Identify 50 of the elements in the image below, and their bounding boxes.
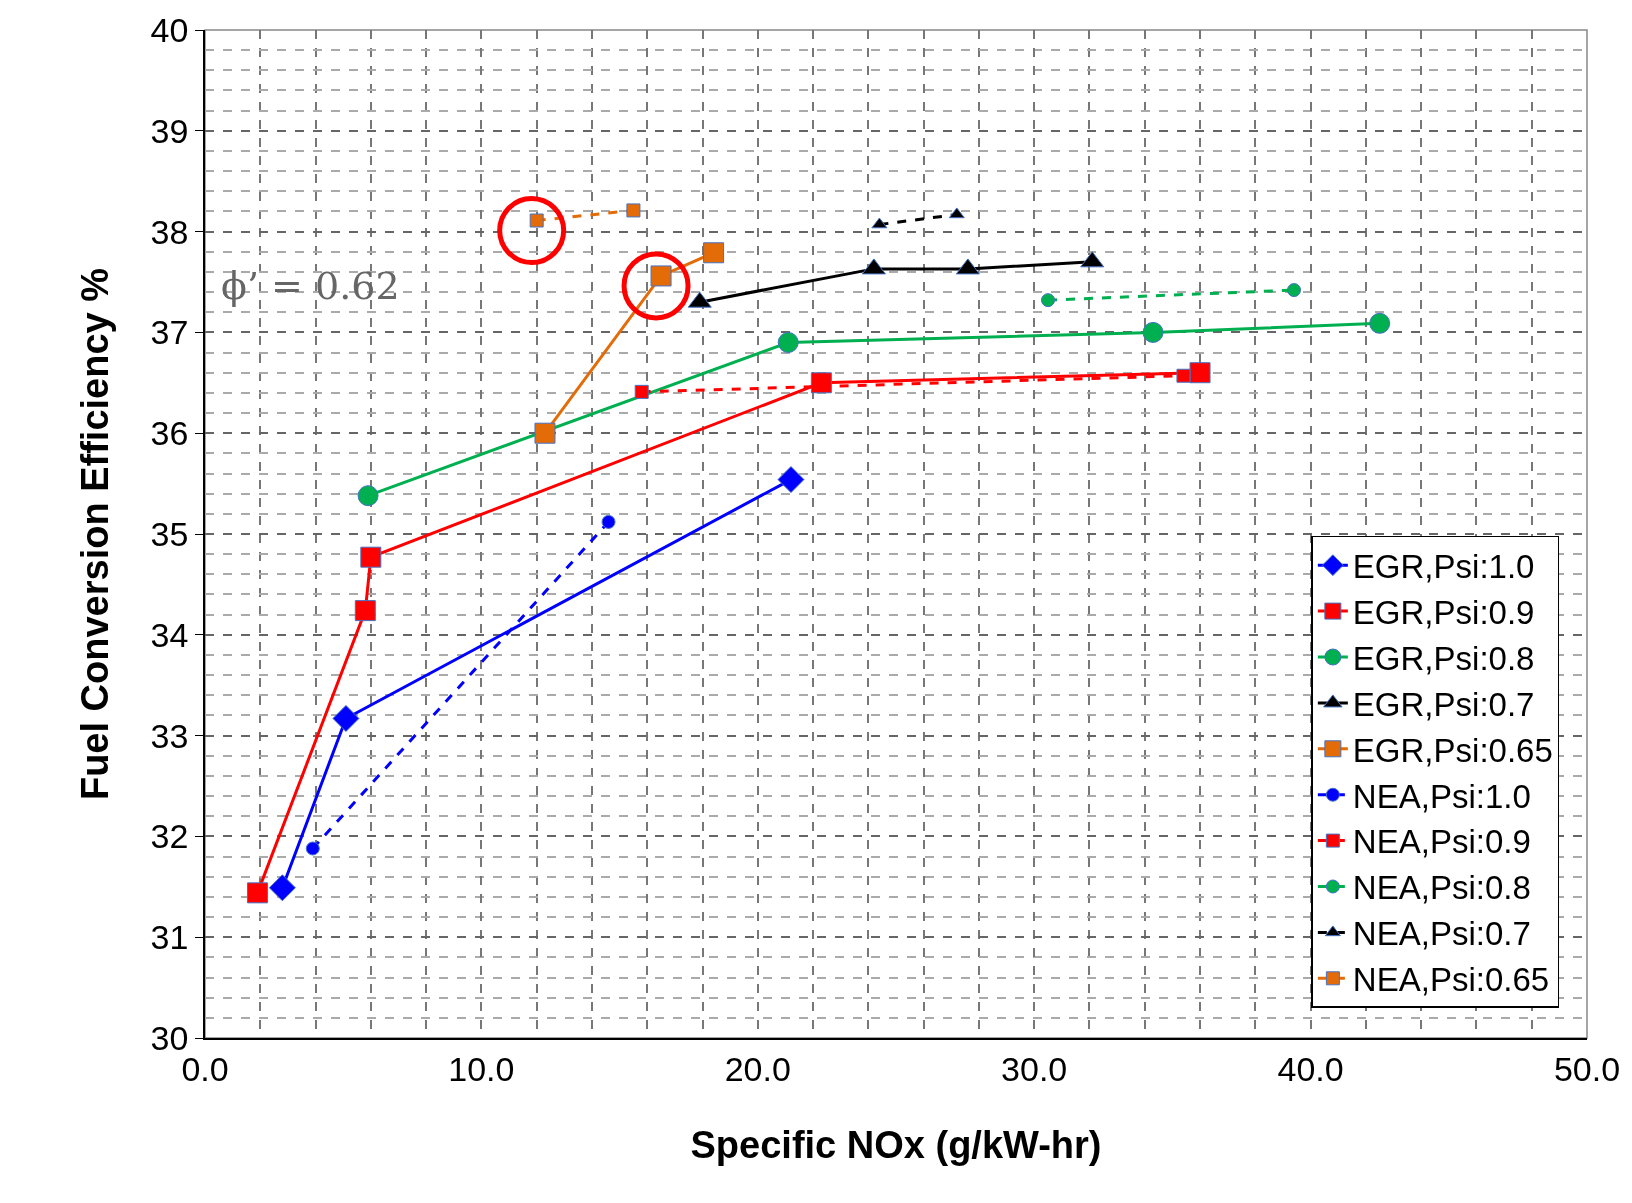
point [332,704,360,732]
x-tick-label: 50.0 [1553,1049,1621,1088]
point [1189,362,1211,384]
y-tick-label: 40 [150,10,189,49]
point [626,203,641,218]
y-tick-label: 32 [150,817,189,856]
y-tick-label: 38 [150,212,189,251]
annotation: ϕ’ = 0.62 [221,264,400,308]
y-tick-label: 35 [150,514,189,553]
point [777,466,805,494]
y-tick-label: 39 [150,111,189,150]
legend-label: EGR,Psi:0.8 [1352,639,1535,677]
legend-label: NEA,Psi:0.9 [1352,823,1531,861]
y-tick-label: 36 [150,414,189,453]
point [1369,312,1391,334]
y-tick-label: 31 [150,918,189,957]
legend-label: EGR,Psi:0.65 [1352,731,1553,769]
point [1176,368,1191,383]
point [357,485,379,507]
point [268,874,296,902]
point [247,882,269,904]
legend-label: NEA,Psi:0.65 [1352,961,1550,999]
point [810,372,832,394]
point [534,422,556,444]
point [601,514,616,529]
y-tick-label: 33 [150,716,189,755]
point [1142,321,1164,343]
legend-label: EGR,Psi:0.7 [1352,685,1535,723]
y-tick-label: 34 [150,615,189,654]
point [634,384,649,399]
legend-label: EGR,Psi:0.9 [1352,593,1535,631]
legend-label: NEA,Psi:0.8 [1352,869,1531,907]
x-axis-title: Specific NOx (g/kW-hr) [690,1124,1102,1167]
point [305,841,320,856]
legend-label: NEA,Psi:0.7 [1352,915,1531,953]
legend-label: NEA,Psi:1.0 [1352,777,1531,815]
y-axis-title: Fuel Conversion Efficiency % [74,267,117,801]
x-tick-label: 10.0 [448,1049,515,1088]
point [777,331,799,353]
legend-label: EGR,Psi:1.0 [1352,548,1535,586]
point [360,546,382,568]
x-tick-label: 30.0 [1001,1049,1068,1088]
x-tick-label: 20.0 [724,1049,791,1088]
point [1041,293,1056,308]
point [354,600,376,622]
x-tick-label: 40.0 [1277,1049,1344,1088]
point [703,242,725,264]
y-tick-label: 37 [150,313,189,352]
point [529,213,544,228]
point [1287,283,1302,298]
